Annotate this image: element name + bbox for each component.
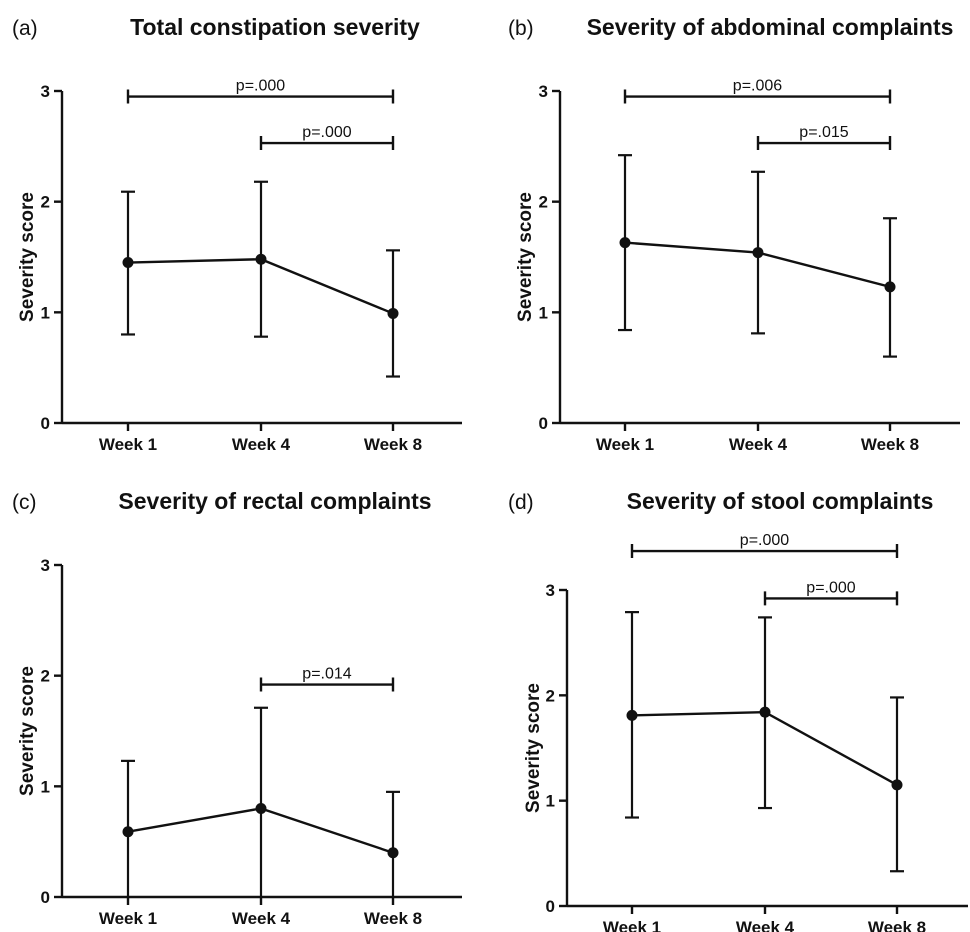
x-tick-label: Week 1 xyxy=(596,435,654,454)
x-tick-label: Week 4 xyxy=(232,435,291,454)
y-tick-label: 1 xyxy=(546,792,555,811)
data-point xyxy=(626,709,638,721)
significance-bracket xyxy=(763,591,899,606)
y-tick-label: 3 xyxy=(546,581,555,600)
data-point xyxy=(891,779,903,791)
significance-bracket xyxy=(623,89,892,104)
chart-panel: (b) Severity of abdominal complaints Sever… xyxy=(508,14,960,454)
panel-letter: (c) xyxy=(12,491,37,514)
y-axis-label: Severity score xyxy=(17,666,38,796)
y-tick-label: 2 xyxy=(41,193,50,212)
chart-panel: (d) Severity of stool complaints Severity … xyxy=(508,488,968,932)
significance-bracket xyxy=(126,89,395,104)
y-tick-label: 1 xyxy=(539,303,548,322)
chart-title: Total constipation severity xyxy=(130,14,420,40)
significance-bracket xyxy=(259,136,395,151)
y-tick-label: 3 xyxy=(41,556,50,575)
data-point xyxy=(619,237,631,249)
significance-bracket xyxy=(630,544,899,559)
y-tick-label: 2 xyxy=(539,193,548,212)
data-point xyxy=(759,706,771,718)
panel-letter: (b) xyxy=(508,17,534,40)
chart-title: Severity of abdominal complaints xyxy=(587,14,954,40)
y-tick-label: 1 xyxy=(41,777,50,796)
data-point xyxy=(255,253,267,265)
y-tick-label: 3 xyxy=(41,82,50,101)
x-tick-label: Week 4 xyxy=(232,909,291,928)
x-tick-label: Week 1 xyxy=(99,909,157,928)
chart-title: Severity of stool complaints xyxy=(627,488,934,514)
x-tick-label: Week 8 xyxy=(364,435,422,454)
y-tick-label: 0 xyxy=(539,414,548,433)
x-tick-label: Week 8 xyxy=(364,909,422,928)
p-value-label: p=.000 xyxy=(302,124,351,141)
x-tick-label: Week 8 xyxy=(868,918,926,932)
panel-letter: (a) xyxy=(12,17,38,40)
y-tick-label: 0 xyxy=(41,888,50,907)
x-tick-label: Week 1 xyxy=(99,435,157,454)
y-tick-label: 0 xyxy=(41,414,50,433)
x-tick-label: Week 8 xyxy=(861,435,919,454)
p-value-label: p=.000 xyxy=(806,579,855,596)
significance-bracket xyxy=(259,677,395,692)
chart-panel: (a) Total constipation severity Severity s… xyxy=(12,14,462,454)
p-value-label: p=.015 xyxy=(799,124,848,141)
x-tick-label: Week 1 xyxy=(603,918,661,932)
p-value-label: p=.006 xyxy=(733,78,782,95)
data-point xyxy=(255,802,267,814)
p-value-label: p=.000 xyxy=(236,78,285,95)
significance-bracket xyxy=(756,136,892,151)
y-axis-label: Severity score xyxy=(523,683,544,813)
y-axis-label: Severity score xyxy=(515,192,536,322)
data-point xyxy=(122,257,134,269)
x-tick-label: Week 4 xyxy=(736,918,795,932)
data-point xyxy=(884,281,896,293)
chart-title: Severity of rectal complaints xyxy=(118,488,431,514)
data-point xyxy=(122,826,134,838)
chart-panel: (c) Severity of rectal complaints Severity… xyxy=(12,488,462,928)
y-tick-label: 2 xyxy=(546,686,555,705)
x-tick-label: Week 4 xyxy=(729,435,788,454)
y-tick-label: 1 xyxy=(41,303,50,322)
y-tick-label: 2 xyxy=(41,667,50,686)
y-tick-label: 0 xyxy=(546,897,555,916)
data-point xyxy=(752,247,764,259)
y-axis-label: Severity score xyxy=(17,192,38,322)
y-tick-label: 3 xyxy=(539,82,548,101)
data-point xyxy=(387,847,399,859)
panel-letter: (d) xyxy=(508,491,534,514)
data-point xyxy=(387,307,399,319)
p-value-label: p=.000 xyxy=(740,532,789,549)
p-value-label: p=.014 xyxy=(302,666,351,683)
